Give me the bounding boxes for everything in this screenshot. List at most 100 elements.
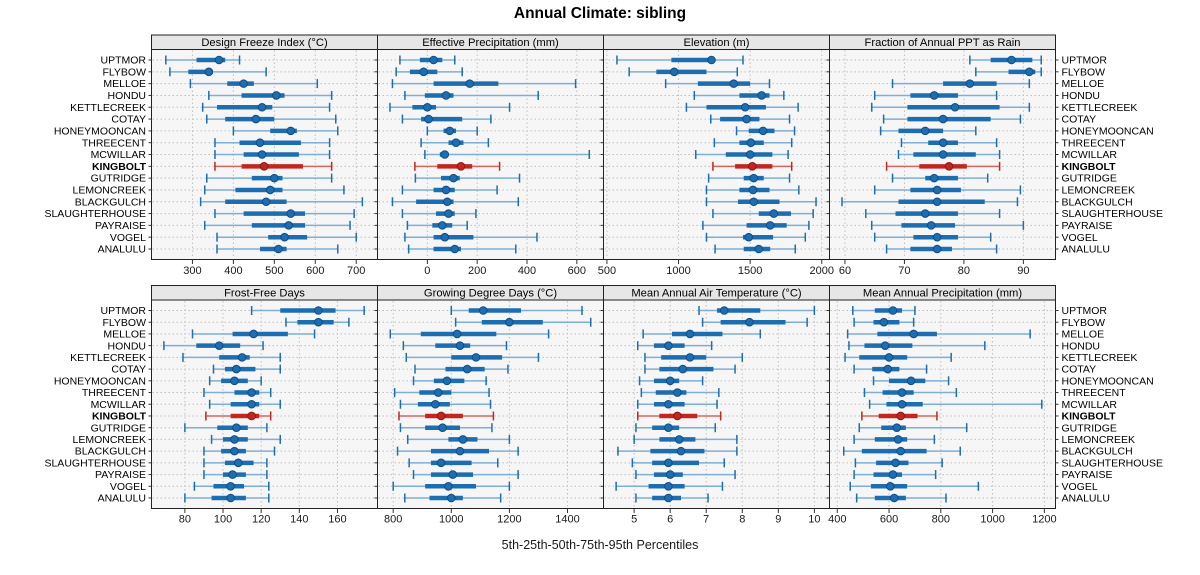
site-label-right: VOGEL bbox=[1062, 481, 1098, 493]
x-axis-tick-label: 300 bbox=[183, 265, 201, 277]
median-dot bbox=[251, 114, 261, 124]
panel-strip-title: Frost-Free Days bbox=[224, 288, 305, 300]
x-axis-tick-label: 120 bbox=[252, 514, 270, 526]
median-dot bbox=[286, 209, 296, 218]
site-label-left: PAYRAISE bbox=[95, 469, 146, 481]
site-label-right: MELLOE bbox=[1062, 78, 1105, 90]
median-dot bbox=[274, 244, 283, 254]
site-label-right: MCWILLAR bbox=[1062, 399, 1118, 411]
median-dot bbox=[441, 91, 451, 100]
site-label-right: HONDU bbox=[1062, 340, 1101, 352]
site-label-left: MCWILLAR bbox=[91, 399, 147, 411]
median-dot bbox=[932, 197, 942, 207]
median-dot bbox=[740, 102, 750, 112]
median-dot bbox=[749, 173, 759, 183]
site-label-right: KETTLECREEK bbox=[1062, 352, 1138, 364]
median-dot bbox=[442, 197, 452, 207]
x-axis-tick-label: 400 bbox=[224, 265, 242, 277]
site-label-right: KINGBOLT bbox=[1062, 411, 1117, 423]
median-dot bbox=[748, 162, 757, 171]
site-label-left: KETTLECREEK bbox=[70, 352, 146, 364]
site-label-right: UPTMOR bbox=[1062, 305, 1108, 317]
median-dot bbox=[259, 162, 269, 171]
median-dot bbox=[284, 221, 293, 230]
median-dot bbox=[441, 185, 451, 195]
median-dot bbox=[674, 435, 684, 444]
median-dot bbox=[314, 306, 323, 315]
median-dot bbox=[883, 364, 893, 374]
median-dot bbox=[664, 399, 673, 409]
site-label-right: MELLOE bbox=[1062, 329, 1105, 341]
site-label-left: UPTMOR bbox=[101, 305, 147, 317]
site-label-right: PAYRAISE bbox=[1062, 469, 1113, 481]
median-dot bbox=[237, 353, 247, 362]
median-dot bbox=[886, 481, 895, 491]
median-dot bbox=[896, 411, 905, 421]
panel-strip-title: Growing Degree Days (°C) bbox=[424, 288, 557, 300]
x-axis-tick-label: 60 bbox=[839, 265, 851, 277]
median-dot bbox=[455, 341, 465, 350]
median-dot bbox=[1025, 67, 1034, 77]
median-dot bbox=[314, 317, 323, 327]
median-dot bbox=[665, 470, 675, 479]
median-dot bbox=[676, 446, 686, 456]
panel-strip-title: Design Freeze Index (°C) bbox=[201, 37, 328, 49]
site-label-left: HONDU bbox=[108, 90, 147, 102]
site-label-left: FLYBOW bbox=[102, 66, 146, 78]
site-label-left: VOGEL bbox=[110, 481, 146, 493]
median-dot bbox=[884, 353, 894, 362]
panel-strip-title: Mean Annual Air Temperature (°C) bbox=[631, 288, 802, 300]
median-dot bbox=[431, 399, 440, 409]
median-dot bbox=[926, 221, 936, 230]
median-dot bbox=[478, 306, 488, 315]
x-axis-tick-label: 600 bbox=[568, 265, 586, 277]
x-axis-tick-label: 6 bbox=[667, 514, 673, 526]
median-dot bbox=[261, 197, 271, 207]
site-label-right: HONEYMOONCAN bbox=[1062, 125, 1154, 137]
x-axis-tick-label: 1200 bbox=[1032, 514, 1056, 526]
median-dot bbox=[226, 493, 235, 503]
median-dot bbox=[769, 209, 779, 218]
x-axis-tick-label: 200 bbox=[468, 265, 486, 277]
panel-strip-title: Elevation (m) bbox=[684, 37, 750, 49]
median-dot bbox=[965, 79, 975, 88]
median-dot bbox=[889, 493, 899, 503]
median-dot bbox=[891, 458, 900, 468]
median-dot bbox=[758, 126, 768, 136]
median-dot bbox=[932, 244, 942, 254]
site-label-left: MCWILLAR bbox=[91, 149, 147, 161]
site-label-left: COTAY bbox=[111, 364, 146, 376]
x-axis-tick-label: 500 bbox=[265, 265, 283, 277]
median-dot bbox=[920, 209, 930, 218]
median-dot bbox=[748, 185, 758, 195]
site-label-right: FLYBOW bbox=[1062, 66, 1106, 78]
median-dot bbox=[458, 435, 468, 444]
panel-strip-title: Mean Annual Precipitation (mm) bbox=[863, 288, 1022, 300]
x-axis-tick-label: 90 bbox=[1017, 265, 1029, 277]
median-dot bbox=[436, 458, 446, 468]
median-dot bbox=[664, 493, 673, 503]
median-dot bbox=[444, 209, 453, 218]
site-label-right: KINGBOLT bbox=[1062, 161, 1117, 173]
x-axis-tick-label: 10 bbox=[808, 514, 820, 526]
x-axis-tick-label: 800 bbox=[932, 514, 950, 526]
median-dot bbox=[423, 102, 432, 112]
site-label-right: FLYBOW bbox=[1062, 317, 1106, 329]
median-dot bbox=[455, 446, 465, 456]
panel-strip-title: Effective Precipitation (mm) bbox=[422, 37, 559, 49]
site-label-right: LEMONCREEK bbox=[1062, 185, 1136, 197]
site-label-right: ANALULU bbox=[1062, 244, 1110, 256]
site-label-right: BLACKGULCH bbox=[1062, 196, 1133, 208]
median-dot bbox=[1007, 55, 1016, 65]
x-axis-tick-label: 70 bbox=[898, 265, 910, 277]
median-dot bbox=[230, 446, 239, 456]
median-dot bbox=[270, 173, 279, 183]
median-dot bbox=[233, 458, 243, 468]
site-label-left: VOGEL bbox=[110, 232, 146, 244]
median-dot bbox=[888, 306, 898, 315]
median-dot bbox=[938, 138, 948, 147]
median-dot bbox=[749, 197, 759, 207]
median-dot bbox=[685, 329, 695, 339]
median-dot bbox=[230, 376, 239, 386]
